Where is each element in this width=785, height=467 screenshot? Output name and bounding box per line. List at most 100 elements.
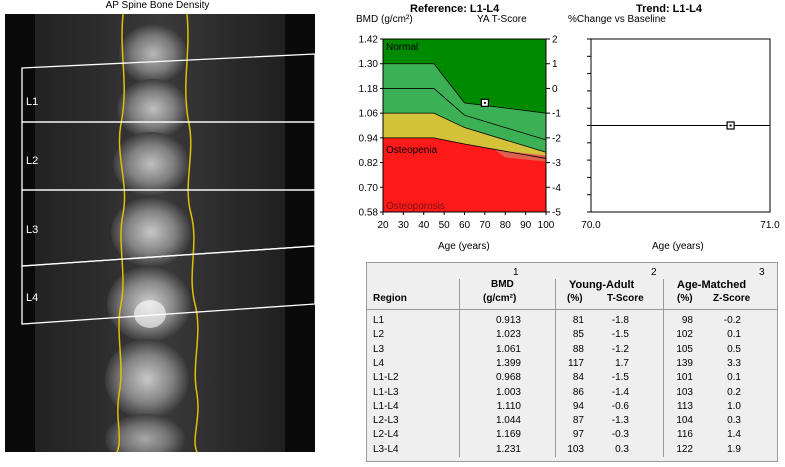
x-tick-label: 60: [459, 220, 471, 231]
cell-bmd: 1.061: [495, 343, 521, 355]
cell-ya-pct: 117: [568, 357, 584, 369]
y2-tick-label: 0: [552, 84, 558, 95]
cell-z: 0.2: [727, 386, 741, 398]
cell-ya-pct: 81: [572, 315, 584, 326]
x-tick-label: 20: [377, 220, 389, 231]
cell-am-pct: 98: [681, 315, 693, 326]
reference-curve-2: [383, 88, 547, 141]
y-tick-label: 1.06: [359, 109, 379, 120]
vertebra-label-l1: L1: [26, 96, 39, 108]
vertebra-label-l3: L3: [26, 224, 39, 236]
cell-z: -0.2: [723, 315, 741, 326]
trend-x-axis-label: Age (years): [652, 241, 704, 252]
cell-bmd: 1.110: [496, 400, 521, 412]
reference-curve-4: [383, 137, 547, 159]
cell-t: -1.4: [611, 386, 629, 398]
trend-chart: 70.0 71.0: [581, 38, 780, 231]
cell-z: 0.3: [727, 415, 741, 427]
y-tick-label: 0.58: [359, 208, 379, 219]
y2-tick-label: 2: [552, 35, 558, 46]
cell-bmd: 0.913: [495, 315, 521, 326]
cell-ya-pct: 86: [572, 386, 584, 398]
cell-am-pct: 101: [676, 372, 693, 384]
col-header-bmd-unit: (g/cm²): [483, 293, 517, 304]
cell-am-pct: 122: [676, 443, 693, 455]
y2-tick-label: 1: [552, 59, 558, 70]
x-tick-label: 30: [398, 220, 410, 231]
y-tick-label: 0.70: [359, 183, 379, 194]
x-tick-label: 70: [479, 220, 491, 231]
x-tick-label: 80: [500, 220, 512, 231]
cell-z: 1.0: [727, 400, 741, 412]
footnote-2: 2: [651, 267, 657, 278]
trend-y-axis-label: %Change vs Baseline: [568, 14, 666, 25]
cell-bmd: 1.044: [495, 415, 521, 427]
footnote-1: 1: [513, 267, 519, 278]
cell-am-pct: 113: [677, 400, 693, 412]
cell-t: 0.3: [615, 443, 629, 455]
patient-data-point-center: [483, 101, 486, 104]
x-tick-label: 50: [439, 220, 451, 231]
col-header-region: Region: [373, 293, 407, 304]
y2-tick-label: -1: [552, 109, 561, 120]
x-tick-label: 90: [520, 220, 532, 231]
cell-ya-pct: 94: [572, 400, 584, 412]
cell-t: -1.2: [611, 343, 629, 355]
cell-ya-pct: 84: [572, 372, 584, 384]
cell-am-pct: 103: [676, 386, 693, 398]
cell-am-pct: 105: [676, 343, 693, 355]
cell-z: 1.9: [727, 443, 741, 455]
y-tick-label: 1.42: [359, 35, 379, 46]
cell-bmd: 1.169: [495, 429, 521, 441]
cell-ya-pct: 85: [572, 329, 584, 341]
cell-region: L2-L3: [373, 415, 399, 427]
y2-tick-label: -3: [552, 158, 561, 169]
cell-z: 0.1: [727, 329, 741, 341]
cell-z: 1.4: [727, 429, 741, 441]
trend-data-point-center: [729, 124, 732, 127]
cell-am-pct: 116: [677, 429, 693, 441]
trend-x-tick-label: 71.0: [760, 220, 780, 231]
cell-ya-pct: 97: [572, 429, 584, 441]
scan-title: AP Spine Bone Density: [105, 0, 210, 11]
y2-tick-label: -2: [552, 133, 561, 144]
reference-curve-3: [383, 112, 547, 153]
col-header-z-score: Z-Score: [713, 293, 751, 304]
cell-t: -0.3: [611, 429, 629, 441]
reference-chart-title: Reference: L1-L4: [410, 3, 500, 15]
results-table: 1 2 3 Region BMD (g/cm²) Young-Adult (%)…: [366, 262, 778, 462]
y-tick-label: 0.82: [359, 158, 379, 169]
cell-t: -1.5: [611, 329, 629, 341]
cell-region: L2: [373, 329, 385, 341]
cell-t: -0.6: [611, 400, 629, 412]
y-tick-label: 0.94: [359, 133, 379, 144]
reference-y-axis-label: BMD (g/cm²): [356, 14, 413, 25]
y-tick-label: 1.18: [359, 84, 379, 95]
reference-curve-1: [383, 63, 547, 114]
cell-region: L1: [373, 315, 385, 326]
cell-region: L1-L3: [373, 386, 399, 398]
cell-region: L3-L4: [373, 443, 399, 455]
spine-scan-image: L1 L2 L3 L4: [5, 14, 315, 452]
y2-tick-label: -4: [552, 183, 561, 194]
trend-chart-title: Trend: L1-L4: [636, 3, 703, 15]
cell-bmd: 1.231: [495, 443, 521, 455]
cell-ya-pct: 88: [572, 343, 584, 355]
cell-region: L1-L4: [373, 400, 399, 412]
cell-ya-pct: 103: [567, 443, 584, 455]
cell-bmd: 1.003: [495, 386, 521, 398]
cell-t: -1.5: [611, 372, 629, 384]
col-header-am-pct: (%): [677, 293, 693, 304]
footnote-3: 3: [759, 267, 765, 278]
cell-bmd: 0.968: [495, 372, 521, 384]
cell-region: L1-L2: [373, 372, 399, 384]
cell-ya-pct: 87: [572, 415, 584, 427]
cell-t: 1.7: [615, 357, 629, 369]
cell-bmd: 1.023: [495, 329, 521, 341]
col-header-age-matched: Age-Matched: [677, 279, 747, 291]
reference-y2-axis-label: YA T-Score: [477, 14, 527, 25]
osteoporosis-band: [495, 150, 546, 162]
osteopenia-band: [383, 113, 546, 159]
x-tick-label: 40: [418, 220, 430, 231]
col-header-ya-pct: (%): [567, 293, 583, 304]
